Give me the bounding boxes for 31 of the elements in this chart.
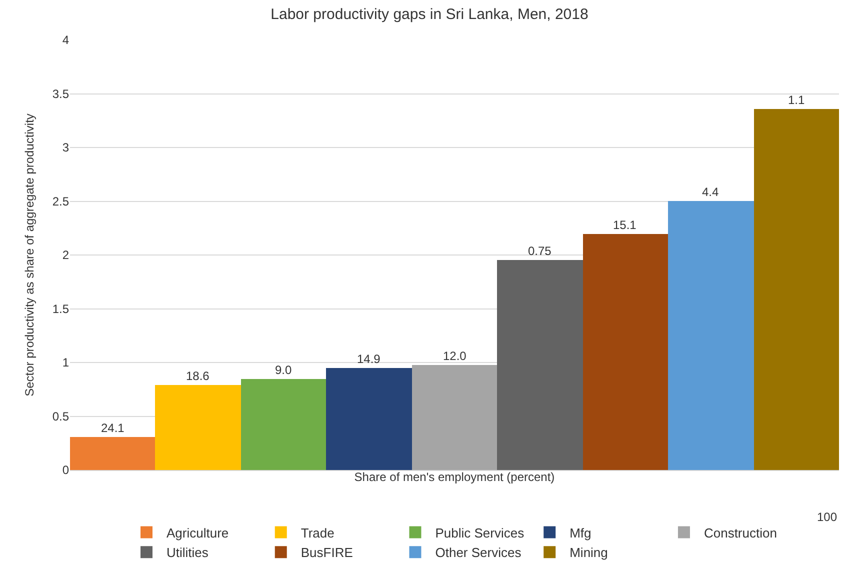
legend-label: Public Services bbox=[435, 525, 525, 540]
annotation: 18.6 bbox=[186, 369, 210, 383]
y-tick-label: 0.5 bbox=[52, 409, 70, 424]
legend-label: Mining bbox=[570, 545, 608, 560]
legend-label: Trade bbox=[300, 525, 334, 540]
legend-label: Agriculture bbox=[166, 525, 229, 540]
y-tick-label: 2 bbox=[62, 248, 70, 262]
annotation: 4.4 bbox=[702, 185, 720, 199]
legend-label: Construction bbox=[704, 525, 777, 540]
annotation: 24.1 bbox=[101, 421, 125, 435]
y-tick-label: 3 bbox=[62, 140, 70, 155]
legend-label: BusFIRE bbox=[300, 545, 354, 560]
text: 100 bbox=[817, 510, 838, 524]
annotation: 12.0 bbox=[443, 349, 467, 363]
y-tick-label: 4 bbox=[62, 33, 70, 48]
y-tick-label: 0 bbox=[62, 463, 70, 478]
legend-label: Other Services bbox=[435, 545, 522, 560]
y-tick-label: 2.5 bbox=[52, 194, 70, 208]
y-axis-title: Sector productivity as share of aggregate productivity bbox=[22, 114, 37, 396]
y-tick-label: 1.5 bbox=[52, 302, 70, 316]
annotation: 1.1 bbox=[788, 93, 806, 107]
chart-title: Labor productivity gaps in Sri Lanka, Men, 2018 bbox=[270, 6, 588, 24]
legend-label: Mfg bbox=[570, 525, 592, 540]
y-tick-label: 3.5 bbox=[52, 86, 70, 101]
legend-label: Utilities bbox=[166, 545, 209, 560]
annotation: 0.75 bbox=[528, 244, 552, 258]
annotation: 14.9 bbox=[357, 352, 381, 366]
annotation: 9.0 bbox=[275, 363, 292, 377]
x-axis-title: Share of men's employment (percent) bbox=[354, 470, 555, 484]
y-tick-label: 1 bbox=[62, 356, 70, 370]
annotation: 15.1 bbox=[613, 218, 637, 232]
